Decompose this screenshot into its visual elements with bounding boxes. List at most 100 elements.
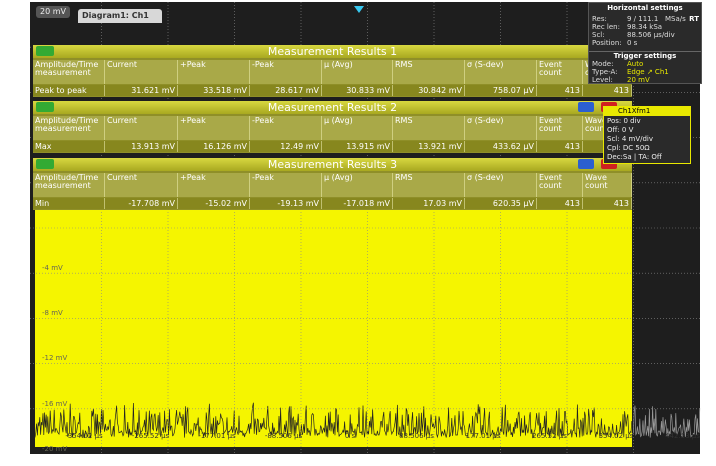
- measurement-value: 413: [583, 85, 632, 96]
- column-header: Event count: [537, 116, 583, 140]
- measurement-value: 16.126 mV: [178, 141, 250, 152]
- x-axis-label: 88.506 μs: [399, 432, 434, 440]
- panel-title: Measurement Results 2: [33, 101, 632, 114]
- setting-label: Scl:: [592, 31, 605, 39]
- noise-trace-right: [632, 405, 701, 438]
- column-header: Current: [105, 116, 178, 140]
- column-header: μ (Avg): [322, 60, 393, 84]
- measurement-value: 758.07 μV: [465, 85, 537, 96]
- diagram-tab[interactable]: Diagram1: Ch1: [78, 9, 162, 23]
- setting-value: 20 mV: [627, 76, 650, 84]
- x-axis-label: -88.506 μs: [264, 432, 303, 440]
- close-button[interactable]: [601, 159, 617, 169]
- measurement-value: -17.708 mV: [105, 198, 178, 209]
- setting-label: Level:: [592, 76, 613, 84]
- trigger-marker: [354, 6, 364, 13]
- channel-setting: Off: 0 V: [607, 126, 634, 134]
- measurement-value: -15.02 mV: [178, 198, 250, 209]
- measurement-value: 30.833 mV: [322, 85, 393, 96]
- setting-value: 98.34 kSa: [627, 23, 663, 31]
- column-header: +Peak: [178, 116, 250, 140]
- column-header: Current: [105, 60, 178, 84]
- horizontal-title: Horizontal settings: [607, 4, 683, 12]
- row-label: Min: [33, 198, 105, 209]
- x-axis-label: 265.52 μs: [532, 432, 567, 440]
- measurement-value: 17.03 mV: [393, 198, 465, 209]
- measurement-value: -17.018 mV: [322, 198, 393, 209]
- channel-setting: Dec:Sa | TA: Off: [607, 153, 662, 161]
- column-header: Event count: [537, 173, 583, 197]
- column-header: Amplitude/Time measurement: [33, 173, 105, 197]
- channel-title: Ch1Xfm1: [604, 107, 690, 116]
- column-header: Amplitude/Time measurement: [33, 116, 105, 140]
- measurement-panel: Measurement Results 1 Amplitude/Time meas…: [33, 45, 632, 97]
- settings-panel: Horizontal settings RT Res: 9 / 111.1 MSa…: [588, 2, 702, 84]
- measurement-value: 433.62 μV: [465, 141, 537, 152]
- y-axis-label: -20 mV: [42, 444, 68, 453]
- measurement-value: 13.913 mV: [105, 141, 178, 152]
- measurement-panel: Measurement Results 3 Amplitude/Time meas…: [33, 158, 632, 210]
- scale-badge: 20 mV: [36, 6, 70, 18]
- zoom-button[interactable]: [36, 159, 54, 169]
- channel-setting: Cpl: DC 50Ω: [607, 144, 650, 152]
- measurement-value: 620.35 μV: [465, 198, 537, 209]
- channel-setting: Pos: 0 div: [607, 117, 641, 125]
- measurement-value: -19.13 mV: [250, 198, 322, 209]
- setting-value: Auto: [627, 60, 644, 68]
- column-header: Event count: [537, 60, 583, 84]
- column-header: σ (S-dev): [465, 173, 537, 197]
- mode-badge: RT: [689, 15, 699, 23]
- column-header: Amplitude/Time measurement: [33, 60, 105, 84]
- setting-label: Position:: [592, 39, 622, 47]
- measurement-value: 413: [537, 85, 583, 96]
- setting-label: Type-A:: [592, 68, 618, 76]
- measurement-value: 28.617 mV: [250, 85, 322, 96]
- x-axis-label: 354.02 μs: [598, 432, 634, 440]
- measurement-value: 13.915 mV: [322, 141, 393, 152]
- x-axis-label: 177.01 μs: [465, 432, 501, 440]
- row-label: Peak to peak: [33, 85, 105, 96]
- channel-setting: Scl: 4 mV/div: [607, 135, 653, 143]
- measurement-value: 13.921 mV: [393, 141, 465, 152]
- column-header: -Peak: [250, 60, 322, 84]
- measurement-value: 12.49 mV: [250, 141, 322, 152]
- row-label: Max: [33, 141, 105, 152]
- panel-title: Measurement Results 1: [33, 45, 632, 58]
- setting-value: 9 / 111.1 MSa/s: [627, 15, 686, 23]
- setting-value: 0 s: [627, 39, 638, 47]
- noise-trace: [34, 402, 633, 439]
- x-axis-label: 0 s: [344, 432, 356, 440]
- zoom-button[interactable]: [36, 102, 54, 112]
- column-header: Wave count: [583, 173, 632, 197]
- signal-fill: [35, 195, 632, 447]
- zoom-button[interactable]: [36, 46, 54, 56]
- column-header: Current: [105, 173, 178, 197]
- column-header: -Peak: [250, 173, 322, 197]
- column-header: σ (S-dev): [465, 60, 537, 84]
- y-axis-label: -16 mV: [42, 399, 68, 408]
- x-axis-label: -265.52 μs: [131, 432, 170, 440]
- measurement-value: 413: [537, 198, 583, 209]
- measurement-value: 33.518 mV: [178, 85, 250, 96]
- column-header: +Peak: [178, 173, 250, 197]
- x-axis-label: -177.01 μs: [198, 432, 236, 440]
- channel-box[interactable]: Ch1Xfm1 Pos: 0 div Off: 0 V Scl: 4 mV/div C…: [603, 106, 691, 164]
- setting-label: Res:: [592, 15, 607, 23]
- measurement-value: 413: [537, 141, 583, 152]
- y-axis-label: -8 mV: [42, 309, 63, 318]
- panel-title: Measurement Results 3: [33, 158, 632, 171]
- x-axis-label: 442.53 μs: [665, 432, 700, 440]
- minimize-button[interactable]: [578, 159, 594, 169]
- column-header: μ (Avg): [322, 173, 393, 197]
- column-header: RMS: [393, 173, 465, 197]
- column-header: +Peak: [178, 60, 250, 84]
- y-axis-label: -4 mV: [42, 264, 63, 272]
- minimize-button[interactable]: [578, 102, 594, 112]
- column-header: σ (S-dev): [465, 116, 537, 140]
- setting-label: Rec len:: [592, 23, 620, 31]
- column-header: -Peak: [250, 116, 322, 140]
- y-axis-label: -12 mV: [42, 354, 68, 363]
- setting-value: 88.506 μs/div: [627, 31, 675, 39]
- measurement-value: 30.842 mV: [393, 85, 465, 96]
